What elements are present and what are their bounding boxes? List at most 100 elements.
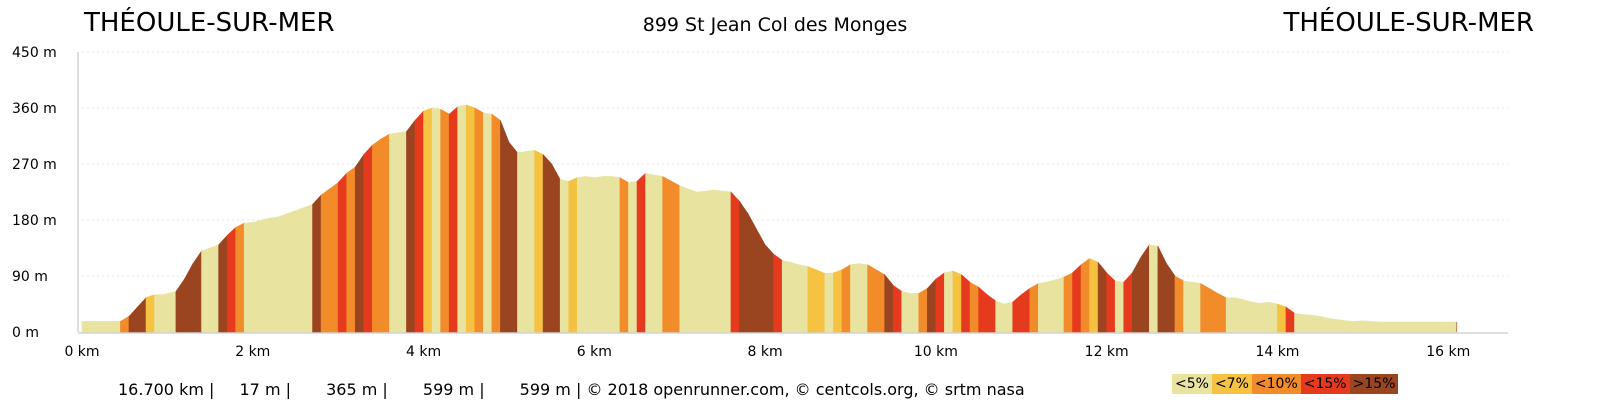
- profile-segment-120: [1200, 282, 1210, 333]
- profile-segment-138: [1353, 320, 1364, 333]
- profile-segment-117: [1174, 275, 1184, 333]
- profile-segment-127: [1260, 301, 1270, 333]
- profile-segment-109: [1106, 272, 1116, 333]
- profile-segment-16: [252, 219, 262, 333]
- profile-segment-86: [909, 293, 920, 333]
- profile-segment-22: [320, 188, 330, 333]
- profile-segment-9: [192, 250, 202, 333]
- profile-segment-137: [1345, 320, 1355, 333]
- profile-segment-37: [448, 106, 459, 333]
- profile-segment-49: [551, 163, 561, 333]
- profile-segment-2: [128, 306, 138, 333]
- profile-segment-112: [1131, 257, 1142, 333]
- profile-segment-28: [372, 138, 382, 333]
- x-tick-label-6: 12 km: [1085, 344, 1129, 360]
- grade-legend: <5% <7% <10% <15% >15%: [1172, 374, 1399, 394]
- profile-segment-96: [995, 300, 1005, 333]
- profile-segment-139: [1362, 320, 1372, 333]
- profile-segment-27: [363, 144, 373, 333]
- profile-segment-0: [81, 321, 121, 333]
- profile-segment-18: [269, 216, 279, 333]
- min-elevation: 17 m |: [239, 380, 292, 399]
- profile-segment-88: [927, 278, 937, 333]
- profile-segment-83: [884, 273, 894, 333]
- profile-segment-48: [542, 153, 552, 333]
- profile-segment-126: [1251, 301, 1261, 333]
- profile-segment-56: [611, 176, 621, 333]
- profile-segment-32: [406, 119, 416, 333]
- legend-item-3: <15%: [1300, 374, 1350, 394]
- profile-segment-8: [184, 263, 194, 333]
- x-tick-label-3: 6 km: [577, 344, 612, 360]
- profile-segment-15: [243, 222, 254, 333]
- profile-segment-69: [764, 244, 774, 333]
- profile-segment-143: [1396, 321, 1406, 333]
- profile-segment-20: [295, 204, 313, 333]
- profile-segment-141: [1379, 321, 1389, 333]
- profile-segment-62: [679, 185, 698, 333]
- profile-segment-41: [483, 112, 493, 333]
- profile-segment-145: [1413, 321, 1423, 333]
- profile-segment-35: [431, 107, 441, 333]
- y-axis-labels: 0 m 90 m 180 m 270 m 360 m 450 m: [12, 45, 57, 341]
- profile-segment-45: [517, 151, 527, 333]
- profile-segment-51: [568, 177, 578, 333]
- profile-segment-54: [594, 176, 604, 333]
- profile-segment-106: [1080, 257, 1090, 333]
- descent-credits: 599 m | © 2018 openrunner.com, © centcol…: [519, 380, 1025, 399]
- x-tick-label-1: 2 km: [235, 344, 270, 360]
- profile-segment-30: [389, 132, 399, 333]
- profile-segment-73: [798, 264, 809, 333]
- profile-segment-65: [730, 191, 740, 333]
- profile-segment-125: [1242, 299, 1253, 333]
- elevation-area: [81, 104, 1458, 333]
- x-tick-label-4: 8 km: [748, 344, 783, 360]
- profile-segment-25: [346, 166, 356, 333]
- profile-segment-70: [773, 253, 783, 333]
- profile-segment-129: [1277, 303, 1287, 333]
- profile-segment-43: [500, 120, 510, 333]
- x-tick-label-0: 0 km: [64, 344, 99, 360]
- legend-item-0: <5%: [1172, 374, 1212, 394]
- profile-segment-33: [414, 110, 424, 333]
- profile-segment-144: [1405, 321, 1415, 333]
- profile-segment-148: [1439, 321, 1449, 333]
- profile-segment-142: [1388, 321, 1398, 333]
- y-tick-label-0: 0 m: [12, 325, 39, 341]
- profile-segment-90: [944, 270, 954, 333]
- profile-segment-42: [491, 113, 501, 333]
- profile-segment-75: [816, 269, 826, 333]
- profile-segment-78: [841, 264, 851, 333]
- profile-segment-98: [1012, 294, 1022, 333]
- profile-segment-81: [867, 264, 877, 333]
- profile-segment-38: [457, 104, 467, 333]
- y-tick-label-3: 270 m: [12, 157, 57, 173]
- profile-segment-123: [1225, 297, 1236, 333]
- profile-segment-118: [1183, 280, 1193, 333]
- profile-segment-61: [662, 175, 681, 333]
- total-distance: 16.700 km |: [118, 380, 215, 399]
- max-elevation: 365 m |: [326, 380, 388, 399]
- end-place-label: THÉOULE-SUR-MER: [1283, 8, 1534, 38]
- legend-item-1: <7%: [1211, 374, 1252, 394]
- profile-segment-87: [918, 287, 928, 333]
- profile-segment-58: [628, 181, 638, 333]
- profile-segment-39: [465, 104, 476, 333]
- profile-segment-77: [833, 269, 843, 333]
- profile-segment-34: [423, 107, 433, 333]
- profile-segment-63: [696, 189, 715, 333]
- profile-segment-60: [645, 172, 663, 333]
- profile-segment-140: [1371, 321, 1381, 333]
- footer-stats: 16.700 km | 17 m | 365 m | 599 m | 599 m…: [118, 380, 1025, 400]
- profile-segment-4: [145, 294, 155, 333]
- profile-segment-110: [1114, 280, 1125, 333]
- profile-segment-135: [1328, 317, 1338, 333]
- profile-segment-104: [1063, 272, 1073, 333]
- profile-segment-14: [235, 222, 245, 333]
- profile-segment-46: [525, 149, 535, 333]
- profile-segment-7: [175, 278, 185, 333]
- profile-segment-136: [1336, 319, 1347, 333]
- x-tick-label-8: 16 km: [1426, 344, 1470, 360]
- profile-segment-57: [619, 177, 629, 333]
- profile-segment-119: [1191, 281, 1201, 333]
